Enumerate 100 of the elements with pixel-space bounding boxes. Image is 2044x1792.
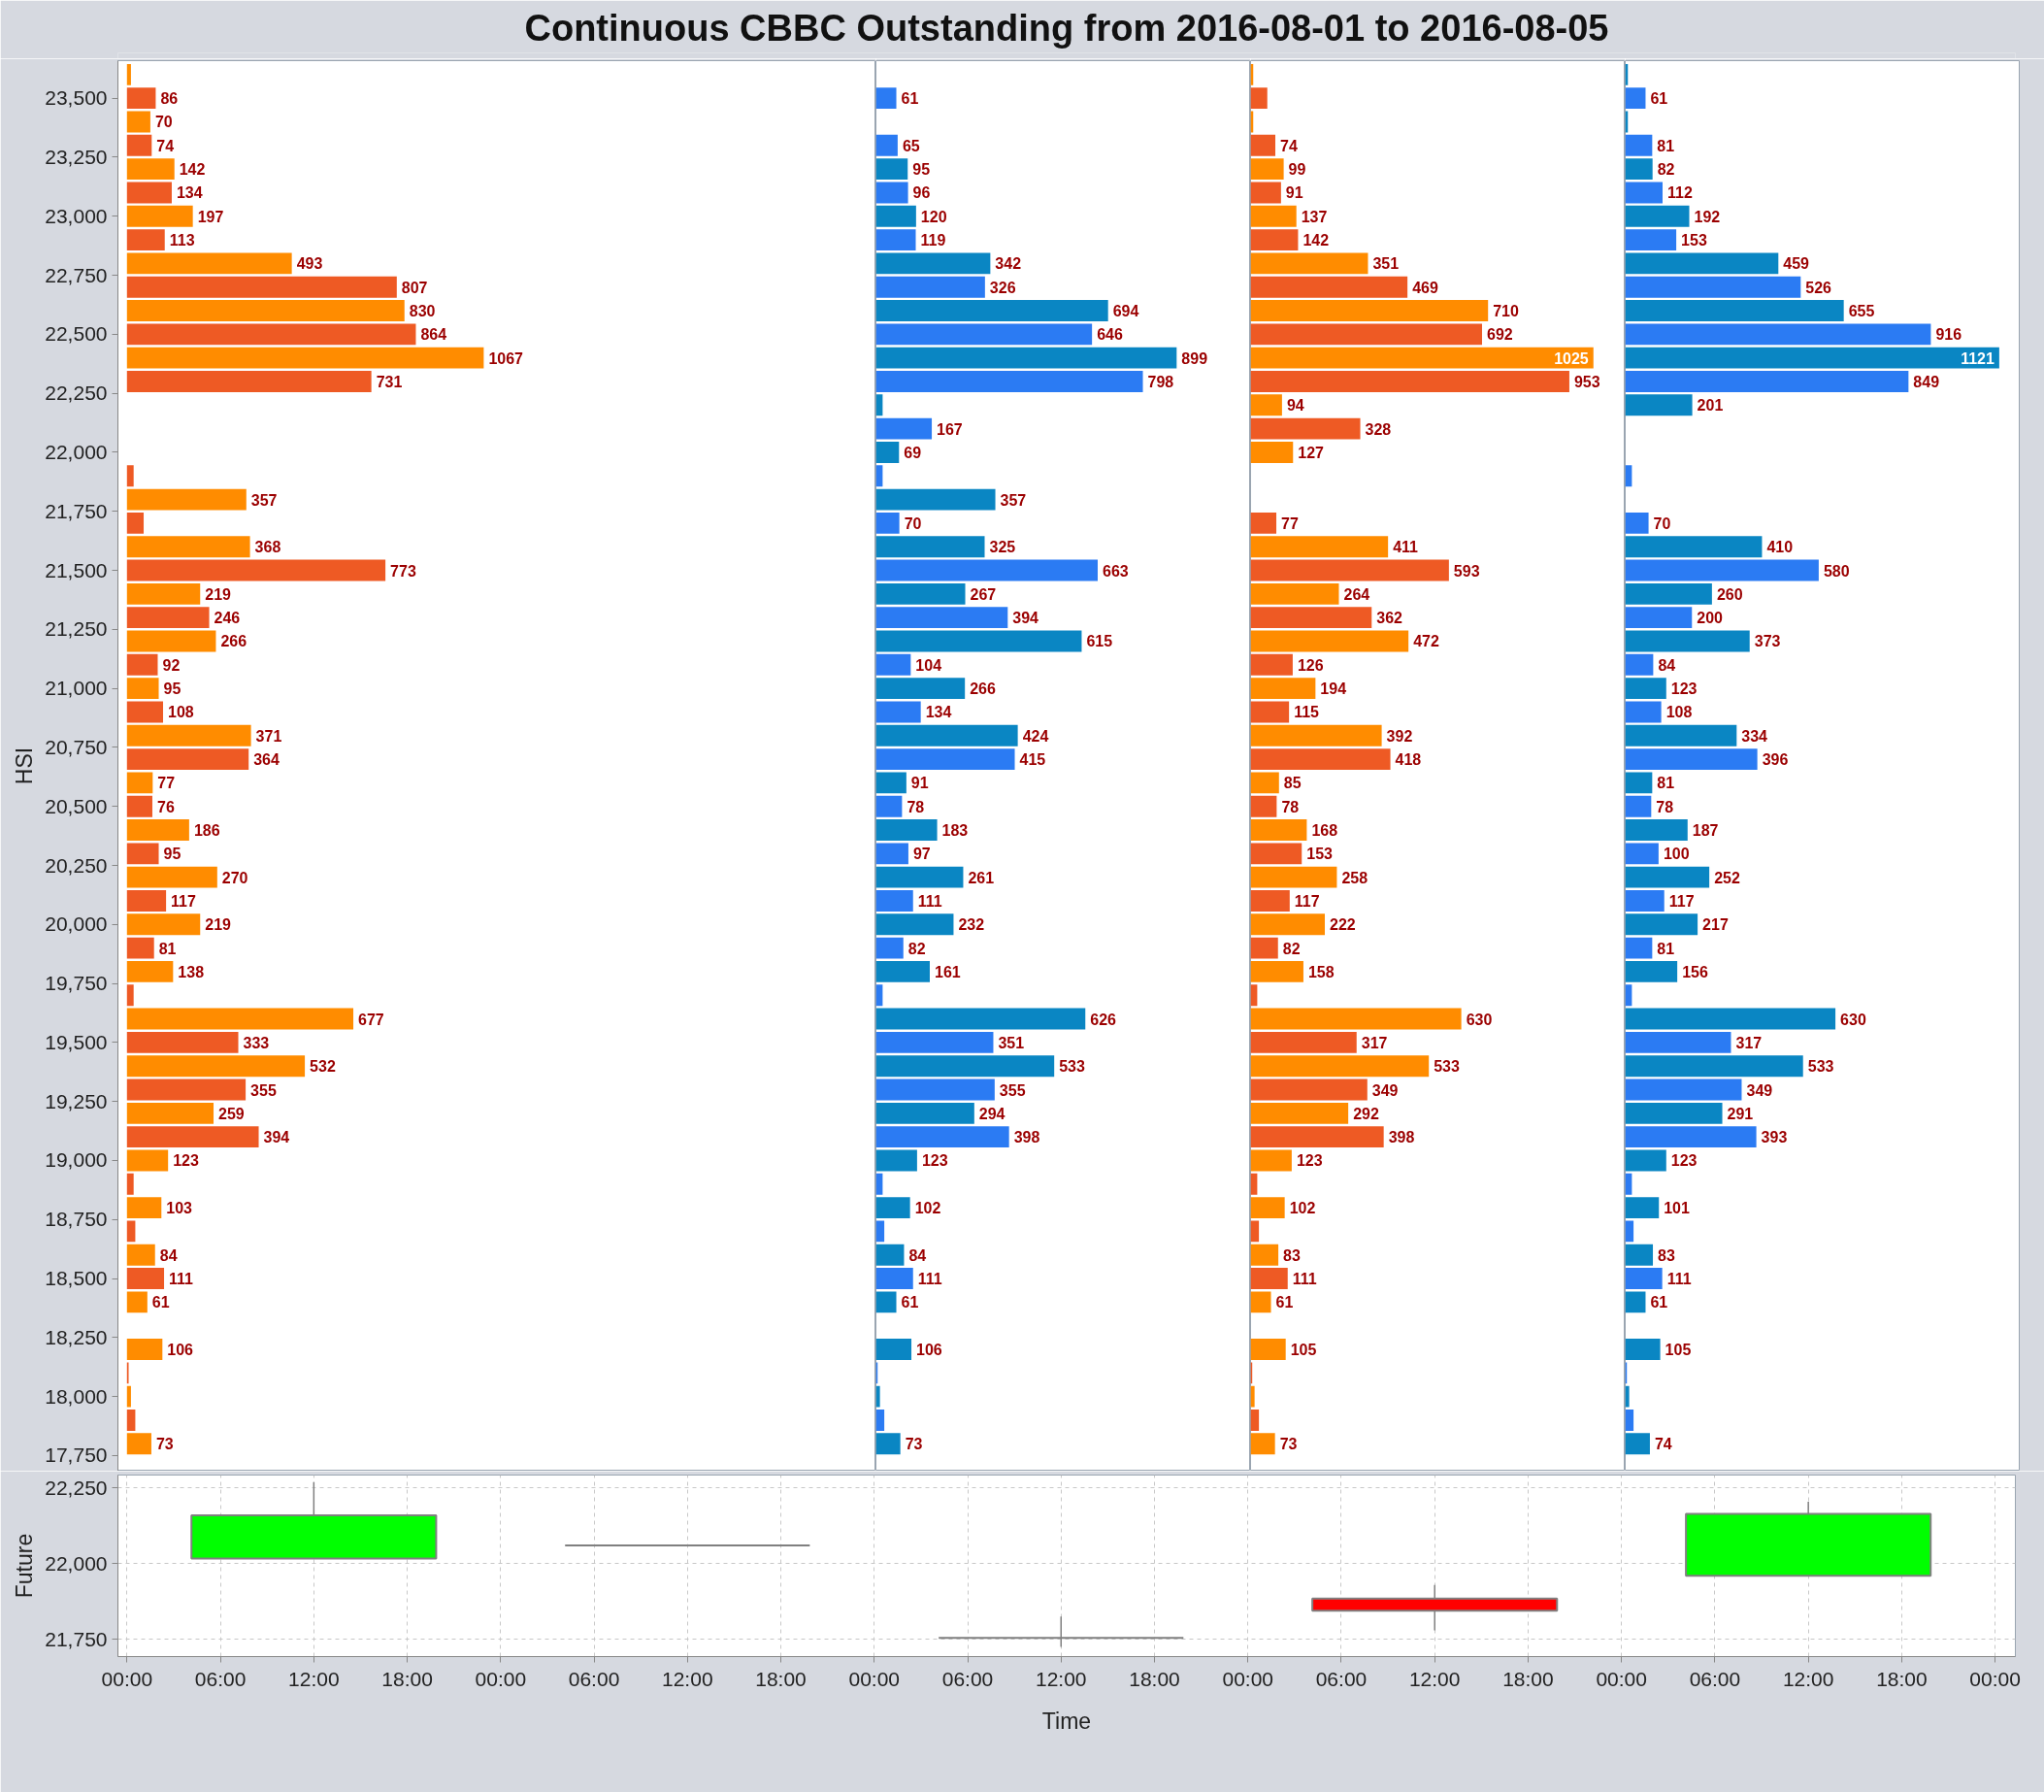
x-tick-label: 00:00 [1222, 1667, 1274, 1690]
data-label: 342 [995, 255, 1022, 273]
y-tick-label: 20,000 [45, 913, 108, 936]
data-label: 393 [1761, 1129, 1788, 1146]
data-label: 368 [254, 539, 281, 556]
y-tick-label: 18,250 [45, 1325, 108, 1348]
data-label: 317 [1361, 1034, 1388, 1051]
data-label: 117 [1668, 892, 1695, 910]
data-label: 111 [1292, 1271, 1317, 1288]
x-tick-label: 06:00 [1315, 1667, 1368, 1690]
data-label: 120 [920, 208, 947, 225]
data-label: 73 [905, 1436, 923, 1453]
data-label: 630 [1466, 1011, 1493, 1028]
data-label: 222 [1330, 916, 1356, 934]
data-label: 334 [1741, 727, 1768, 745]
data-label: 371 [255, 727, 282, 745]
data-label: 138 [178, 963, 205, 980]
data-label: 655 [1848, 303, 1875, 320]
x-tick-label: 06:00 [941, 1667, 994, 1690]
data-label: 94 [1286, 397, 1304, 415]
data-label: 61 [901, 1294, 919, 1311]
data-label: 108 [1665, 704, 1693, 721]
y-tick-label: 23,500 [45, 86, 108, 110]
data-label: 398 [1388, 1129, 1415, 1146]
data-label: 96 [912, 184, 931, 202]
data-label: 82 [907, 940, 926, 957]
y-tick-label: 23,250 [45, 145, 108, 168]
data-label: 183 [941, 822, 969, 840]
data-label: 349 [1746, 1081, 1773, 1099]
data-label: 773 [390, 562, 416, 580]
data-label: 392 [1386, 727, 1413, 745]
data-label: 192 [1694, 208, 1721, 225]
y-tick-label: 21,250 [45, 617, 108, 641]
data-label: 70 [1653, 514, 1671, 532]
data-label: 351 [998, 1034, 1025, 1051]
data-label: 108 [168, 704, 194, 721]
x-tick-label: 18:00 [1502, 1667, 1554, 1690]
data-label: 86 [160, 90, 179, 108]
data-label: 200 [1697, 610, 1724, 627]
data-label: 106 [167, 1342, 194, 1359]
data-label: 469 [1412, 279, 1438, 296]
data-label: 83 [1283, 1246, 1301, 1264]
data-label: 187 [1692, 822, 1719, 840]
data-label: 219 [205, 916, 232, 934]
data-label: 78 [907, 798, 925, 815]
data-label: 328 [1365, 420, 1392, 438]
x-tick-label: 18:00 [1129, 1667, 1180, 1690]
data-label: 373 [1754, 633, 1781, 650]
x-tick-label: 06:00 [568, 1667, 620, 1690]
data-label: 677 [358, 1011, 384, 1028]
data-label: 694 [1112, 303, 1139, 320]
data-label: 69 [904, 444, 922, 461]
data-label: 259 [218, 1105, 245, 1122]
data-label: 267 [970, 585, 997, 603]
y-tick-label: 22,250 [45, 1476, 108, 1499]
data-label: 168 [1311, 822, 1338, 840]
y-tick-label: 23,000 [45, 204, 108, 227]
data-label: 85 [1283, 775, 1302, 792]
data-label: 91 [910, 775, 929, 792]
data-label: 849 [1913, 373, 1940, 390]
data-label: 111 [169, 1271, 194, 1288]
data-label: 111 [1666, 1271, 1692, 1288]
data-label: 219 [205, 585, 232, 603]
data-label: 646 [1097, 326, 1123, 344]
data-label: 153 [1681, 232, 1707, 249]
x-tick-label: 12:00 [662, 1667, 713, 1690]
data-label: 396 [1762, 751, 1789, 769]
data-label: 532 [310, 1058, 336, 1076]
data-label: 411 [1393, 539, 1419, 556]
y-tick-label: 19,000 [45, 1148, 108, 1172]
data-label: 167 [937, 420, 963, 438]
text: Continuous CBBC Outstanding from 2016-08-01 to 2016-08-05 [524, 7, 1609, 49]
data-label: 77 [1281, 514, 1299, 532]
data-label: 84 [159, 1246, 178, 1264]
data-label: 100 [1663, 846, 1690, 863]
data-label: 692 [1486, 326, 1513, 344]
data-label: 394 [263, 1129, 290, 1146]
data-label: 291 [1727, 1105, 1754, 1122]
data-label: 357 [1000, 491, 1027, 509]
x-tick-label: 00:00 [848, 1667, 901, 1690]
x-tick-label: 06:00 [194, 1667, 247, 1690]
data-label: 415 [1019, 751, 1046, 769]
data-label: 292 [1353, 1105, 1379, 1122]
x-tick-label: 12:00 [288, 1667, 340, 1690]
data-label: 201 [1697, 397, 1724, 415]
data-label: 362 [1376, 610, 1403, 627]
data-label: 156 [1682, 963, 1708, 980]
data-label: 102 [1289, 1200, 1316, 1217]
data-label: 194 [1320, 680, 1347, 698]
data-label: 593 [1453, 562, 1480, 580]
data-label: 81 [1657, 775, 1675, 792]
data-label: 294 [978, 1105, 1006, 1122]
data-label: 355 [999, 1081, 1026, 1099]
data-label: 1121 [1961, 349, 1995, 367]
x-tick-label: 00:00 [475, 1667, 527, 1690]
data-label: 1025 [1554, 349, 1589, 367]
data-label: 61 [1275, 1294, 1294, 1311]
x-tick-label: 12:00 [1782, 1667, 1834, 1690]
data-label: 349 [1371, 1081, 1399, 1099]
data-label: 111 [917, 892, 942, 910]
